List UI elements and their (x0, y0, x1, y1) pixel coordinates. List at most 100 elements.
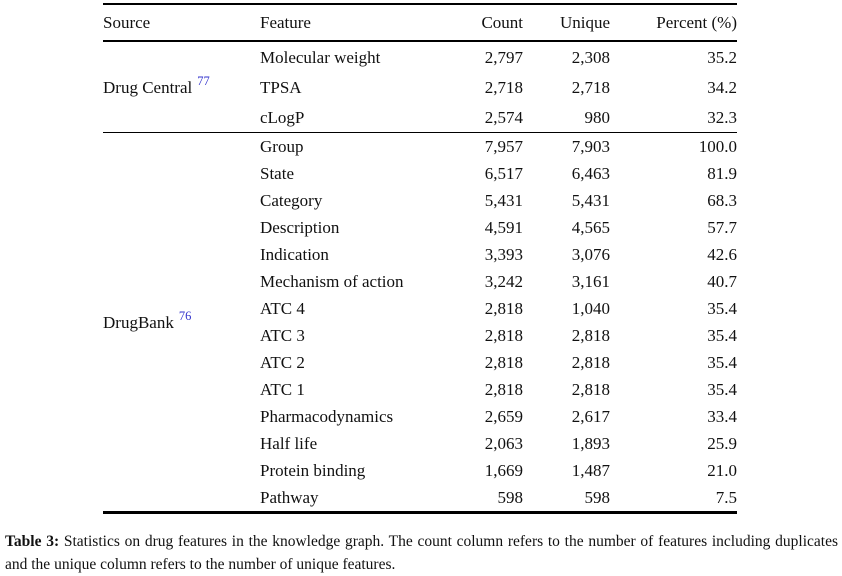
col-header-source: Source (103, 13, 151, 32)
table-row: ATC 3 2,818 2,818 35.4 (103, 322, 737, 349)
count-cell: 6,517 (484, 164, 523, 183)
count-cell: 7,957 (484, 137, 523, 156)
unique-cell: 7,903 (571, 137, 610, 156)
feature-cell: Category (260, 191, 323, 210)
count-cell: 2,818 (484, 380, 523, 399)
feature-cell: Half life (260, 434, 318, 453)
feature-cell: Pathway (260, 488, 319, 507)
count-cell: 2,718 (484, 77, 523, 97)
table-row: Indication 3,393 3,076 42.6 (103, 241, 737, 268)
percent-cell: 35.4 (707, 326, 737, 345)
table-row: DrugBank 76 Group 7,957 7,903 100.0 (103, 133, 737, 332)
unique-cell: 2,818 (571, 380, 610, 399)
count-cell: 3,393 (484, 245, 523, 264)
percent-cell: 21.0 (707, 461, 737, 480)
count-cell: 3,242 (484, 272, 523, 291)
count-cell: 2,797 (484, 47, 523, 67)
col-header-count: Count (481, 13, 523, 32)
unique-cell: 2,617 (571, 407, 610, 426)
percent-cell: 81.9 (707, 164, 737, 183)
table-row: Description 4,591 4,565 57.7 (103, 214, 737, 241)
unique-cell: 4,565 (571, 218, 610, 237)
count-cell: 4,591 (484, 218, 523, 237)
feature-cell: Indication (260, 245, 329, 264)
count-cell: 2,818 (484, 299, 523, 318)
percent-cell: 25.9 (707, 434, 737, 453)
unique-cell: 1,487 (571, 461, 610, 480)
unique-cell: 1,893 (571, 434, 610, 453)
feature-cell: TPSA (260, 77, 302, 97)
unique-cell: 2,818 (571, 326, 610, 345)
count-cell: 2,574 (484, 107, 523, 127)
drug-features-table: Source Feature Count Unique Percent (%) … (103, 3, 737, 514)
percent-cell: 57.7 (707, 218, 737, 237)
drug-features-table-container: Source Feature Count Unique Percent (%) … (103, 3, 737, 514)
col-header-feature: Feature (260, 13, 311, 32)
percent-cell: 34.2 (707, 77, 737, 97)
table-row: Category 5,431 5,431 68.3 (103, 187, 737, 214)
count-cell: 2,818 (484, 326, 523, 345)
group-drug-central: Drug Central 77 Molecular weight 2,797 2,… (103, 41, 737, 133)
percent-cell: 35.4 (707, 299, 737, 318)
citation-ref-77[interactable]: 77 (197, 73, 210, 88)
table-row: Drug Central 77 Molecular weight 2,797 2,… (103, 41, 737, 97)
percent-cell: 35.4 (707, 380, 737, 399)
source-cell-drugbank: DrugBank 76 (103, 133, 260, 513)
unique-cell: 2,308 (571, 47, 610, 67)
table-header: Source Feature Count Unique Percent (%) (103, 4, 737, 41)
feature-cell: ATC 4 (260, 299, 305, 318)
unique-cell: 5,431 (571, 191, 610, 210)
table-row: Mechanism of action 3,242 3,161 40.7 (103, 268, 737, 295)
table-row: State 6,517 6,463 81.9 (103, 160, 737, 187)
table-row: Half life 2,063 1,893 25.9 (103, 430, 737, 457)
percent-cell: 40.7 (707, 272, 737, 291)
source-label: Drug Central (103, 77, 193, 97)
table-row: ATC 2 2,818 2,818 35.4 (103, 349, 737, 376)
feature-cell: Molecular weight (260, 47, 381, 67)
percent-cell: 35.4 (707, 353, 737, 372)
table-row: Protein binding 1,669 1,487 21.0 (103, 457, 737, 484)
source-cell-drug-central: Drug Central 77 (103, 41, 260, 133)
table-row: Pathway 598 598 7.5 (103, 484, 737, 513)
unique-cell: 1,040 (571, 299, 610, 318)
unique-cell: 980 (584, 107, 611, 127)
group-drugbank: DrugBank 76 Group 7,957 7,903 100.0 State… (103, 133, 737, 513)
table-row: ATC 4 2,818 1,040 35.4 (103, 295, 737, 322)
table-row: cLogP 2,574 980 32.3 (103, 102, 737, 133)
count-cell: 2,659 (484, 407, 523, 426)
percent-cell: 100.0 (698, 137, 737, 156)
count-cell: 2,063 (484, 434, 523, 453)
feature-cell: Mechanism of action (260, 272, 404, 291)
percent-cell: 68.3 (707, 191, 737, 210)
percent-cell: 33.4 (707, 407, 737, 426)
count-cell: 1,669 (484, 461, 523, 480)
feature-cell: State (260, 164, 294, 183)
caption-text: Statistics on drug features in the knowl… (5, 533, 838, 573)
unique-cell: 598 (584, 488, 611, 507)
feature-cell: Description (260, 218, 340, 237)
source-label: DrugBank (103, 312, 174, 332)
feature-cell: ATC 1 (260, 380, 305, 399)
feature-cell: ATC 2 (260, 353, 305, 372)
col-header-unique: Unique (559, 13, 610, 32)
percent-cell: 7.5 (715, 488, 737, 507)
feature-cell: Group (260, 137, 304, 156)
count-cell: 5,431 (484, 191, 523, 210)
table-row: TPSA 2,718 2,718 34.2 (103, 72, 737, 102)
unique-cell: 2,818 (571, 353, 610, 372)
citation-ref-76[interactable]: 76 (178, 308, 192, 323)
unique-cell: 2,718 (571, 77, 610, 97)
count-cell: 2,818 (484, 353, 523, 372)
unique-cell: 6,463 (571, 164, 610, 183)
percent-cell: 42.6 (707, 245, 737, 264)
table-header-row: Source Feature Count Unique Percent (%) (103, 4, 737, 41)
feature-cell: ATC 3 (260, 326, 305, 345)
table-row: Pharmacodynamics 2,659 2,617 33.4 (103, 403, 737, 430)
caption-label: Table 3: (5, 533, 60, 550)
percent-cell: 35.2 (707, 47, 737, 67)
unique-cell: 3,161 (571, 272, 610, 291)
feature-cell: cLogP (260, 107, 305, 127)
unique-cell: 3,076 (571, 245, 610, 264)
table-caption: Table 3: Statistics on drug features in … (5, 530, 838, 576)
col-header-percent: Percent (%) (656, 13, 737, 32)
